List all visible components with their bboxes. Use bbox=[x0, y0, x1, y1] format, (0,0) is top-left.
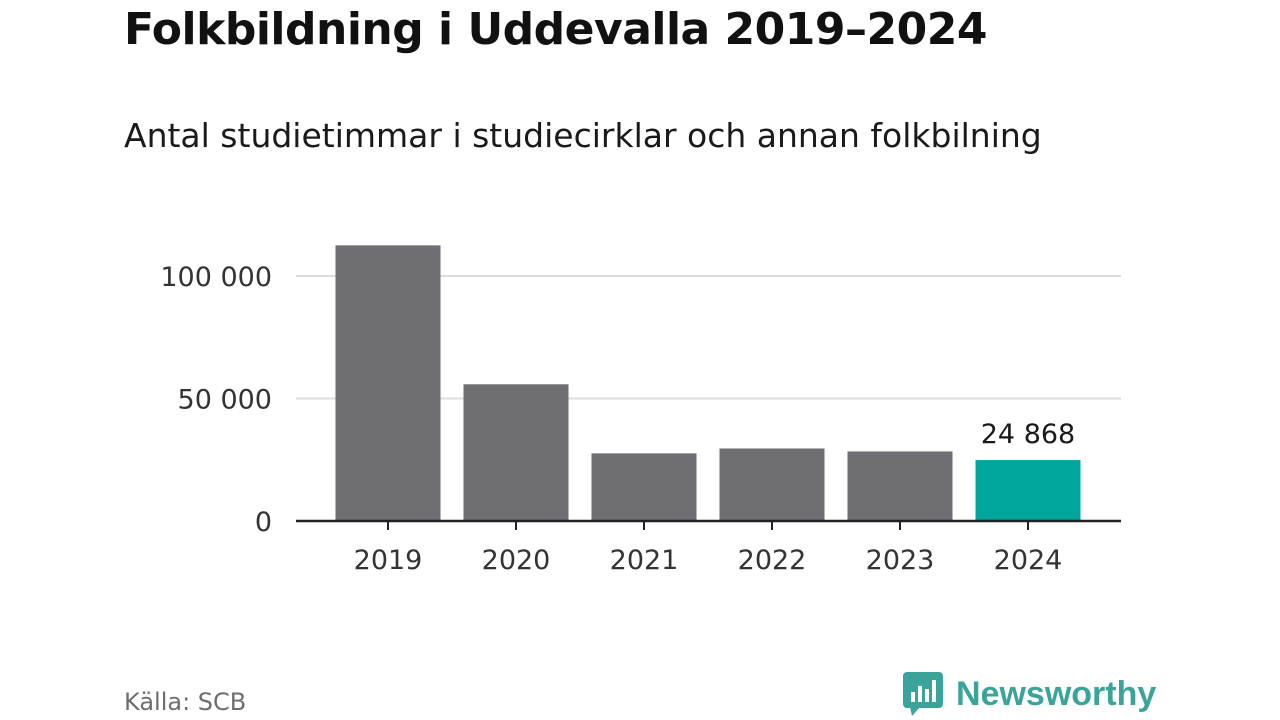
x-tick-label: 2021 bbox=[610, 545, 679, 576]
source-note: Källa: SCB bbox=[124, 688, 247, 716]
bars bbox=[335, 245, 1081, 521]
data-label: 24 868 bbox=[981, 419, 1075, 450]
bar-2021 bbox=[591, 453, 697, 521]
newsworthy-icon bbox=[903, 672, 943, 716]
bar-2024 bbox=[975, 460, 1081, 521]
x-tick-label: 2019 bbox=[354, 545, 423, 576]
bar-2019 bbox=[335, 245, 441, 521]
x-tick-label: 2022 bbox=[738, 545, 807, 576]
chart-title: Folkbildning i Uddevalla 2019–2024 bbox=[124, 4, 987, 55]
brand-name: Newsworthy bbox=[956, 674, 1157, 713]
bar-2022 bbox=[719, 448, 825, 521]
bar-chart: 0 50 000 100 000 2019 2020 2021 2022 2023 2024 24… bbox=[160, 245, 1121, 576]
y-tick-label: 0 bbox=[255, 507, 272, 538]
labels: 0 50 000 100 000 2019 2020 2021 2022 2023 2024 24… bbox=[160, 262, 1075, 576]
y-tick-label: 50 000 bbox=[178, 385, 272, 416]
x-tick-label: 2024 bbox=[994, 545, 1063, 576]
x-tick-label: 2023 bbox=[866, 545, 935, 576]
bar-2020 bbox=[463, 384, 569, 521]
axes bbox=[296, 519, 1121, 530]
x-tick-label: 2020 bbox=[482, 545, 551, 576]
chart-subtitle: Antal studietimmar i studiecirklar och a… bbox=[124, 116, 1042, 155]
bar-2023 bbox=[847, 451, 953, 521]
y-tick-label: 100 000 bbox=[160, 262, 272, 293]
brand-logo: Newsworthy bbox=[902, 670, 1156, 718]
